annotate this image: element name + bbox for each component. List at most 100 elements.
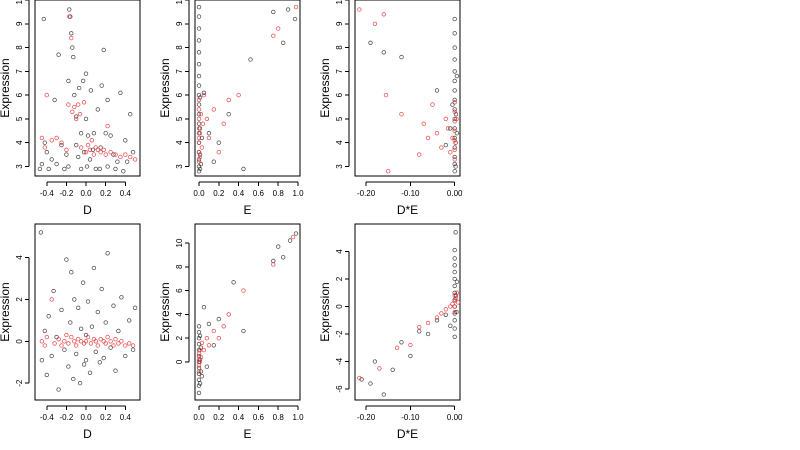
data-point [452,269,457,275]
x-tick-label: -0.10 [401,189,420,198]
y-tick-label: 9 [15,21,24,26]
data-point [59,140,64,145]
data-point [62,339,67,344]
x-tick-label: -0.2 [60,413,74,422]
y-tick-label: 0 [15,339,24,344]
data-point [201,305,207,310]
y-tick-label: 6 [15,92,24,97]
data-point [196,121,202,126]
data-point [196,83,202,88]
plot-frame [194,223,301,401]
data-point [64,257,69,262]
data-point [453,296,459,301]
data-point [81,362,87,367]
data-point [87,370,93,375]
data-point [46,314,51,319]
data-point [196,140,202,145]
data-point [454,290,460,295]
data-point [46,166,51,172]
data-point [54,161,59,167]
data-point [201,90,207,95]
data-point [216,150,221,155]
data-point [281,40,286,45]
data-point [452,263,457,268]
x-tick-label: 0.2 [100,413,112,422]
y-tick-label: 5 [15,116,24,121]
data-point [111,303,116,308]
data-point [204,336,210,341]
data-point [196,102,202,107]
data-point [59,307,64,313]
data-point [443,116,448,122]
data-point [452,147,457,152]
data-point [88,341,94,346]
data-point [103,131,108,136]
data-point [425,135,431,141]
data-point [452,154,457,160]
data-point [452,256,457,261]
data-point [290,234,296,240]
data-point [204,364,210,369]
data-point [454,116,459,122]
plot-frame [34,0,141,177]
data-point [196,50,202,55]
data-point [98,145,103,150]
data-point [452,276,457,282]
data-point [42,328,47,334]
y-tick-label: 10 [335,0,344,4]
x-tick-label: -0.4 [40,189,54,198]
data-point [454,73,460,79]
data-point [453,230,458,235]
data-point [197,359,203,365]
data-point [452,100,457,105]
data-point [95,343,100,348]
data-point [443,312,448,317]
data-point [196,4,202,10]
data-point [113,152,118,157]
data-point [74,343,79,348]
data-point [452,157,457,162]
data-point [52,97,57,103]
y-tick-label: 7 [15,69,24,74]
data-point [128,154,133,160]
data-point [105,97,110,103]
data-point [72,297,77,302]
data-point [197,333,203,338]
data-point [281,255,286,260]
data-point [454,131,460,136]
data-point [452,169,457,174]
x-tick-label: 0.6 [253,413,265,422]
data-point [49,297,54,302]
data-point [125,159,130,164]
red-points [196,234,296,374]
y-tick-label: 10 [15,0,24,4]
data-point [64,332,69,338]
data-point [39,135,45,141]
data-point [76,154,81,160]
data-point [70,45,75,50]
data-point [69,270,74,275]
data-point [452,116,457,122]
data-point [196,116,202,122]
x-tick-label: 0.2 [100,189,112,198]
x-tick-label: 1.0 [292,413,304,422]
data-point [211,343,216,348]
data-point [452,107,457,112]
panel-5: 0.0 0.2 0.4 0.6 0.8 1.0 0 2 4 6 8 10 E Expression [158,223,304,441]
data-point [105,123,110,129]
data-point [430,102,435,107]
data-point [226,312,231,317]
data-point [293,4,299,10]
data-point [116,328,121,334]
data-point [127,318,132,323]
data-point [71,376,76,382]
data-point [196,363,202,368]
y-axis-title: Expression [158,282,172,341]
data-point [83,71,89,76]
data-point [56,337,61,342]
data-point [88,88,94,93]
data-point [450,301,455,306]
y-tick-label: 0 [175,359,184,364]
data-point [452,309,457,315]
data-point [81,150,87,155]
